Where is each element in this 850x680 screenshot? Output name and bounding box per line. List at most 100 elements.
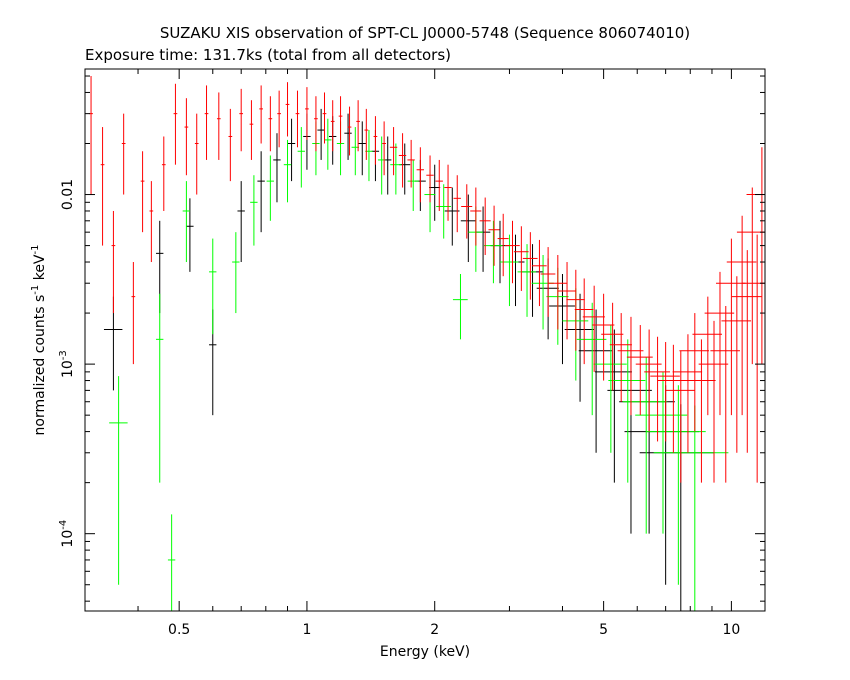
data-point <box>576 302 607 416</box>
data-point <box>322 92 327 144</box>
data-point <box>228 108 233 182</box>
data-point <box>461 184 473 239</box>
data-point <box>266 155 275 221</box>
data-point <box>237 181 245 263</box>
data-point <box>522 232 538 300</box>
data-point <box>89 76 93 195</box>
data-point <box>592 293 615 381</box>
data-point <box>283 139 292 203</box>
data-point <box>692 296 723 416</box>
data-point <box>407 159 419 211</box>
data-point <box>475 206 491 272</box>
data-point <box>182 181 191 263</box>
data-point <box>277 90 281 148</box>
data-point <box>488 205 500 266</box>
data-point <box>259 85 263 144</box>
data-point <box>364 108 369 160</box>
data-point <box>686 339 716 483</box>
data-point <box>601 302 624 391</box>
data-point <box>521 244 544 317</box>
data-point <box>373 116 378 165</box>
data-point <box>297 127 305 188</box>
y-tick-label: 0.01 <box>60 179 76 210</box>
data-point <box>121 113 126 195</box>
data-point <box>593 325 627 453</box>
data-point <box>513 226 529 291</box>
data-point <box>173 83 178 165</box>
data-point <box>287 118 296 182</box>
data-point <box>517 244 537 317</box>
chart-subtitle: Exposure time: 131.7ks (total from all d… <box>85 46 451 64</box>
series-2 <box>89 76 765 483</box>
data-point <box>416 147 424 203</box>
data-point <box>100 127 105 246</box>
data-point <box>741 234 765 483</box>
data-point <box>398 133 407 188</box>
data-point <box>257 151 265 233</box>
data-point <box>479 197 491 256</box>
data-point <box>194 113 199 195</box>
data-point <box>453 175 461 233</box>
data-point <box>710 306 740 483</box>
data-point <box>531 239 547 307</box>
data-point <box>444 164 452 221</box>
data-point <box>232 232 240 314</box>
data-point <box>557 262 577 340</box>
x-tick-label: 2 <box>430 622 439 638</box>
x-tick-label: 0.5 <box>168 622 190 638</box>
data-point <box>622 357 668 534</box>
data-point <box>653 405 729 611</box>
x-tick-label: 5 <box>599 622 608 638</box>
axis-ticks: 0.5 1 2 5 10 10-4 10-3 0.01 <box>58 69 765 638</box>
data-point <box>324 118 332 170</box>
data-point <box>540 247 556 317</box>
data-point <box>564 293 595 402</box>
data-point <box>295 90 300 148</box>
data-point <box>646 385 706 585</box>
data-point <box>639 404 715 611</box>
data-point <box>716 238 746 416</box>
data-point <box>470 187 482 246</box>
x-axis-label: Energy (keV) <box>380 644 470 660</box>
data-point <box>149 181 154 263</box>
data-point <box>389 127 398 176</box>
data-point <box>721 276 752 453</box>
data-point <box>594 329 632 483</box>
data-point <box>617 316 644 416</box>
data-point <box>731 250 762 453</box>
data-point <box>609 313 632 402</box>
data-point <box>460 194 476 263</box>
data-point <box>626 325 653 416</box>
y-tick-label: 10-4 <box>58 520 76 548</box>
x-tick-label: 1 <box>302 622 311 638</box>
data-point <box>140 151 145 233</box>
y-axis-label: normalized counts s-1 keV-1 <box>30 245 48 436</box>
data-point <box>582 285 605 372</box>
data-point <box>549 273 575 365</box>
data-point <box>358 121 366 176</box>
data-point <box>338 96 343 144</box>
data-point <box>672 334 703 453</box>
data-point <box>497 213 509 277</box>
data-point <box>407 139 415 188</box>
data-point <box>285 82 290 137</box>
data-point <box>209 238 217 335</box>
chart-title: SUZAKU XIS observation of SPT-CL J0000-5… <box>160 24 690 42</box>
data-point <box>250 175 258 246</box>
data-point <box>268 96 273 152</box>
data-point <box>679 313 709 432</box>
data-point <box>704 271 735 416</box>
data-point <box>399 143 411 195</box>
data-point <box>317 108 325 160</box>
data-point <box>665 350 695 483</box>
data-point <box>504 220 520 284</box>
data-point <box>726 215 757 416</box>
data-point <box>658 344 688 453</box>
data-point <box>314 96 318 152</box>
data-point <box>344 113 352 160</box>
data-point <box>698 320 729 483</box>
data-point <box>452 273 468 340</box>
data-point <box>435 159 443 211</box>
data-point <box>131 262 136 365</box>
